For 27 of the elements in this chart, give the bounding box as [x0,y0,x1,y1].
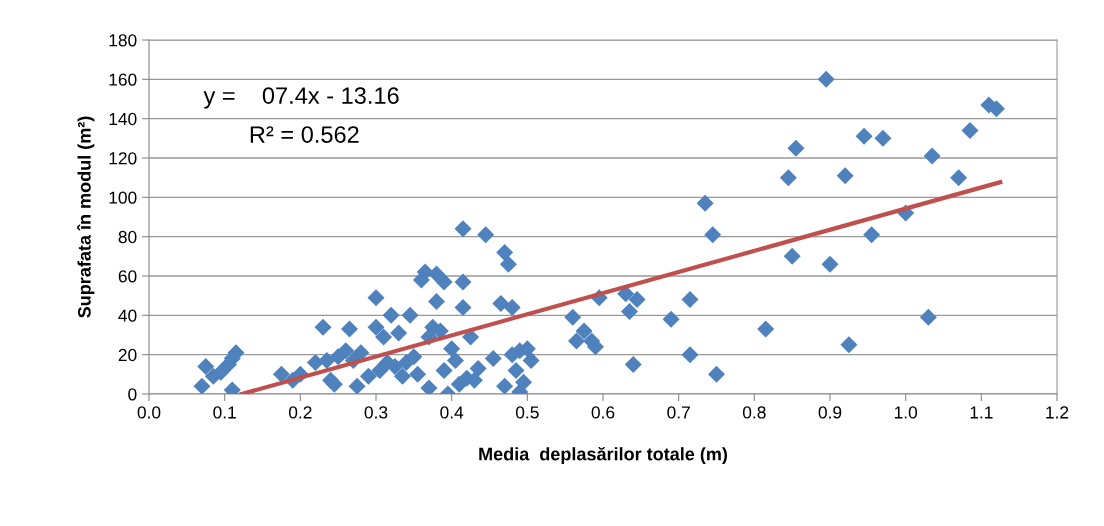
x-tick-label: 0.5 [515,406,539,419]
x-tick-label: 0.7 [667,406,690,419]
y-tick-label: 0 [128,388,137,401]
y-tick-label: 80 [118,230,137,244]
x-axis-title: Media deplasărilor totale (m) [479,446,728,465]
x-tick-label: 1.0 [894,406,918,419]
x-tick-label: 0.2 [288,406,312,419]
y-tick-label: 180 [109,34,137,47]
x-tick-label: 0.6 [591,406,615,419]
annotation: y = 07.4x - 13.16 [203,87,399,109]
annotation: R² = 0.562 [250,126,359,143]
y-tick-label: 120 [109,152,137,165]
y-tick-label: 20 [118,348,137,362]
x-tick-label: 1.1 [970,406,993,419]
x-tick-label: 0.8 [742,406,766,419]
y-tick-label: 60 [118,270,137,283]
x-tick-label: 0.1 [213,406,236,419]
x-tick-label: 0.0 [137,406,161,419]
x-tick-label: 0.9 [818,406,842,419]
y-axis-title: Suprafata în modul (m²) [77,116,95,318]
y-tick-label: 140 [109,112,137,126]
x-tick-label: 1.2 [1046,406,1069,419]
y-tick-label: 100 [109,191,137,204]
x-tick-label: 0.3 [364,406,388,419]
y-tick-label: 160 [109,73,137,86]
y-tick-label: 40 [118,309,137,322]
x-tick-label: 0.4 [440,406,464,419]
